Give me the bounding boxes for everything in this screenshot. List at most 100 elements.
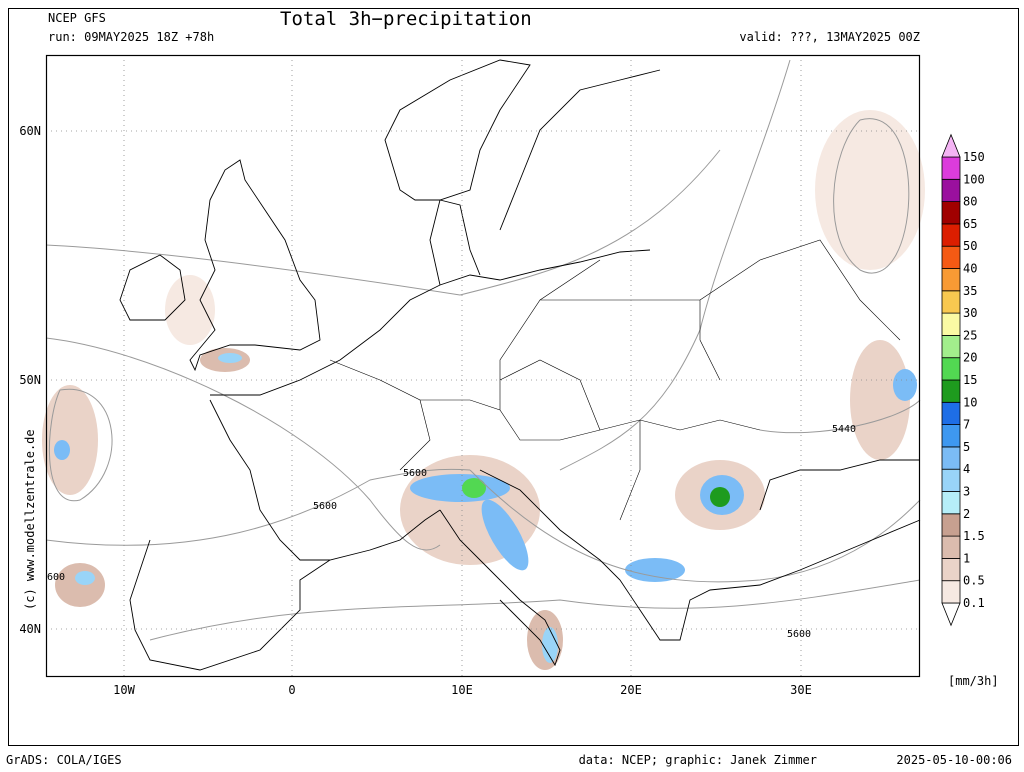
colorbar-swatch [941,558,961,582]
coast [499,69,661,231]
contour [48,388,113,502]
colorbar-label: 4 [963,462,970,476]
precip-area [218,353,242,363]
lon-label: 10W [113,683,135,697]
coast [479,469,921,641]
colorbar-label: 50 [963,239,977,253]
footer-credits: data: NCEP; graphic: Janek Zimmer [579,753,817,767]
contour-label: 5440 [832,424,856,435]
precip-area [462,478,486,498]
borders [329,239,901,521]
precip [42,110,925,670]
colorbar-swatch [941,580,961,604]
colorbar-label: 7 [963,418,970,432]
precip-area [893,369,917,401]
colorbar-label: 65 [963,217,977,231]
lon-label: 30E [790,683,812,697]
model: NCEP GFS [48,11,106,25]
coast [129,539,331,671]
footer-software: GrADS: COLA/IGES [6,753,122,767]
colorbar-label: 1 [963,551,970,565]
coast [759,459,920,511]
map: 5600 5600 5440 5600 600 [42,54,925,678]
colorbar-label: 3 [963,485,970,499]
colorbar-swatch [941,357,961,381]
colorbar-label: 150 [963,150,985,164]
contour-label: 600 [47,572,65,583]
border [329,239,901,521]
colorbar-swatch [941,223,961,247]
colorbar-swatch [941,312,961,336]
precip-area [55,563,105,607]
colorbar-label: 30 [963,306,977,320]
colorbar-label: 100 [963,172,985,186]
colorbar-swatch [941,178,961,203]
colorbar-swatch [941,379,961,403]
colorbar-label: 5 [963,440,970,454]
colorbar-label: 0.1 [963,596,985,610]
coast [384,59,531,201]
colorbar-cap [941,133,961,158]
lat-label: 60N [19,124,41,138]
colorbar-label: 10 [963,395,977,409]
colorbar-swatch [941,468,961,492]
lon-label: 20E [620,683,642,697]
contours [45,59,921,641]
colorbar-swatch [941,401,961,425]
precip-area [165,275,215,345]
colorbar-swatch [941,334,961,359]
precip-area [54,440,70,460]
precip-area [410,474,510,502]
title: Total 3h−precipitation [280,8,532,30]
colorbar-label: 2 [963,507,970,521]
precip-area [75,571,95,585]
map-area [46,55,920,677]
contour [149,579,921,641]
precip-area [850,340,910,460]
colorbar-swatch [941,245,961,269]
contour [45,337,441,551]
lat-label: 50N [19,373,41,387]
contour [45,149,721,296]
precip-area [710,487,730,507]
coast [429,199,481,286]
colorbar-swatch [941,491,961,515]
gridlines [46,55,920,677]
coast [209,399,441,561]
colorbar-label: 80 [963,195,977,209]
colorbar-swatch [941,513,961,537]
contour-label: 5600 [403,468,427,479]
colorbar-label: 1.5 [963,529,985,543]
colorbar-cap [941,602,961,627]
lat-label: 40N [19,622,41,636]
units: [mm/3h] [948,674,999,688]
colorbar-label: 25 [963,328,977,342]
colorbar-label: 15 [963,373,977,387]
frame [8,8,1019,746]
valid: valid: ???, 13MAY2025 00Z [739,30,920,44]
precip-area [481,499,529,571]
lon-label: 0 [288,683,295,697]
precip-area [42,385,98,495]
contour [45,468,471,546]
precip-area [625,558,685,582]
colorbar-swatch [941,268,961,292]
colorbar-label: 35 [963,284,977,298]
contour-label: 5600 [787,629,811,640]
coastlines [119,59,921,671]
colorbar-label: 20 [963,351,977,365]
colorbar-label: 40 [963,262,977,276]
coast [189,159,321,372]
colorbar: 0.1 0.5 1 1.5 2 3 4 5 7 10 15 20 25 30 35 40 50 65 80 100 15… [941,133,985,627]
contour-label: 5600 [313,501,337,512]
colorbar-swatch [941,424,961,448]
coast [119,254,186,321]
colorbar-swatch [941,446,961,470]
colorbar-swatch [941,156,961,180]
colorbar-swatch [941,201,961,225]
colorbar-label: 0.5 [963,574,985,588]
colorbar-swatch [941,290,961,314]
map-border [45,54,921,678]
precip-area [542,627,558,663]
